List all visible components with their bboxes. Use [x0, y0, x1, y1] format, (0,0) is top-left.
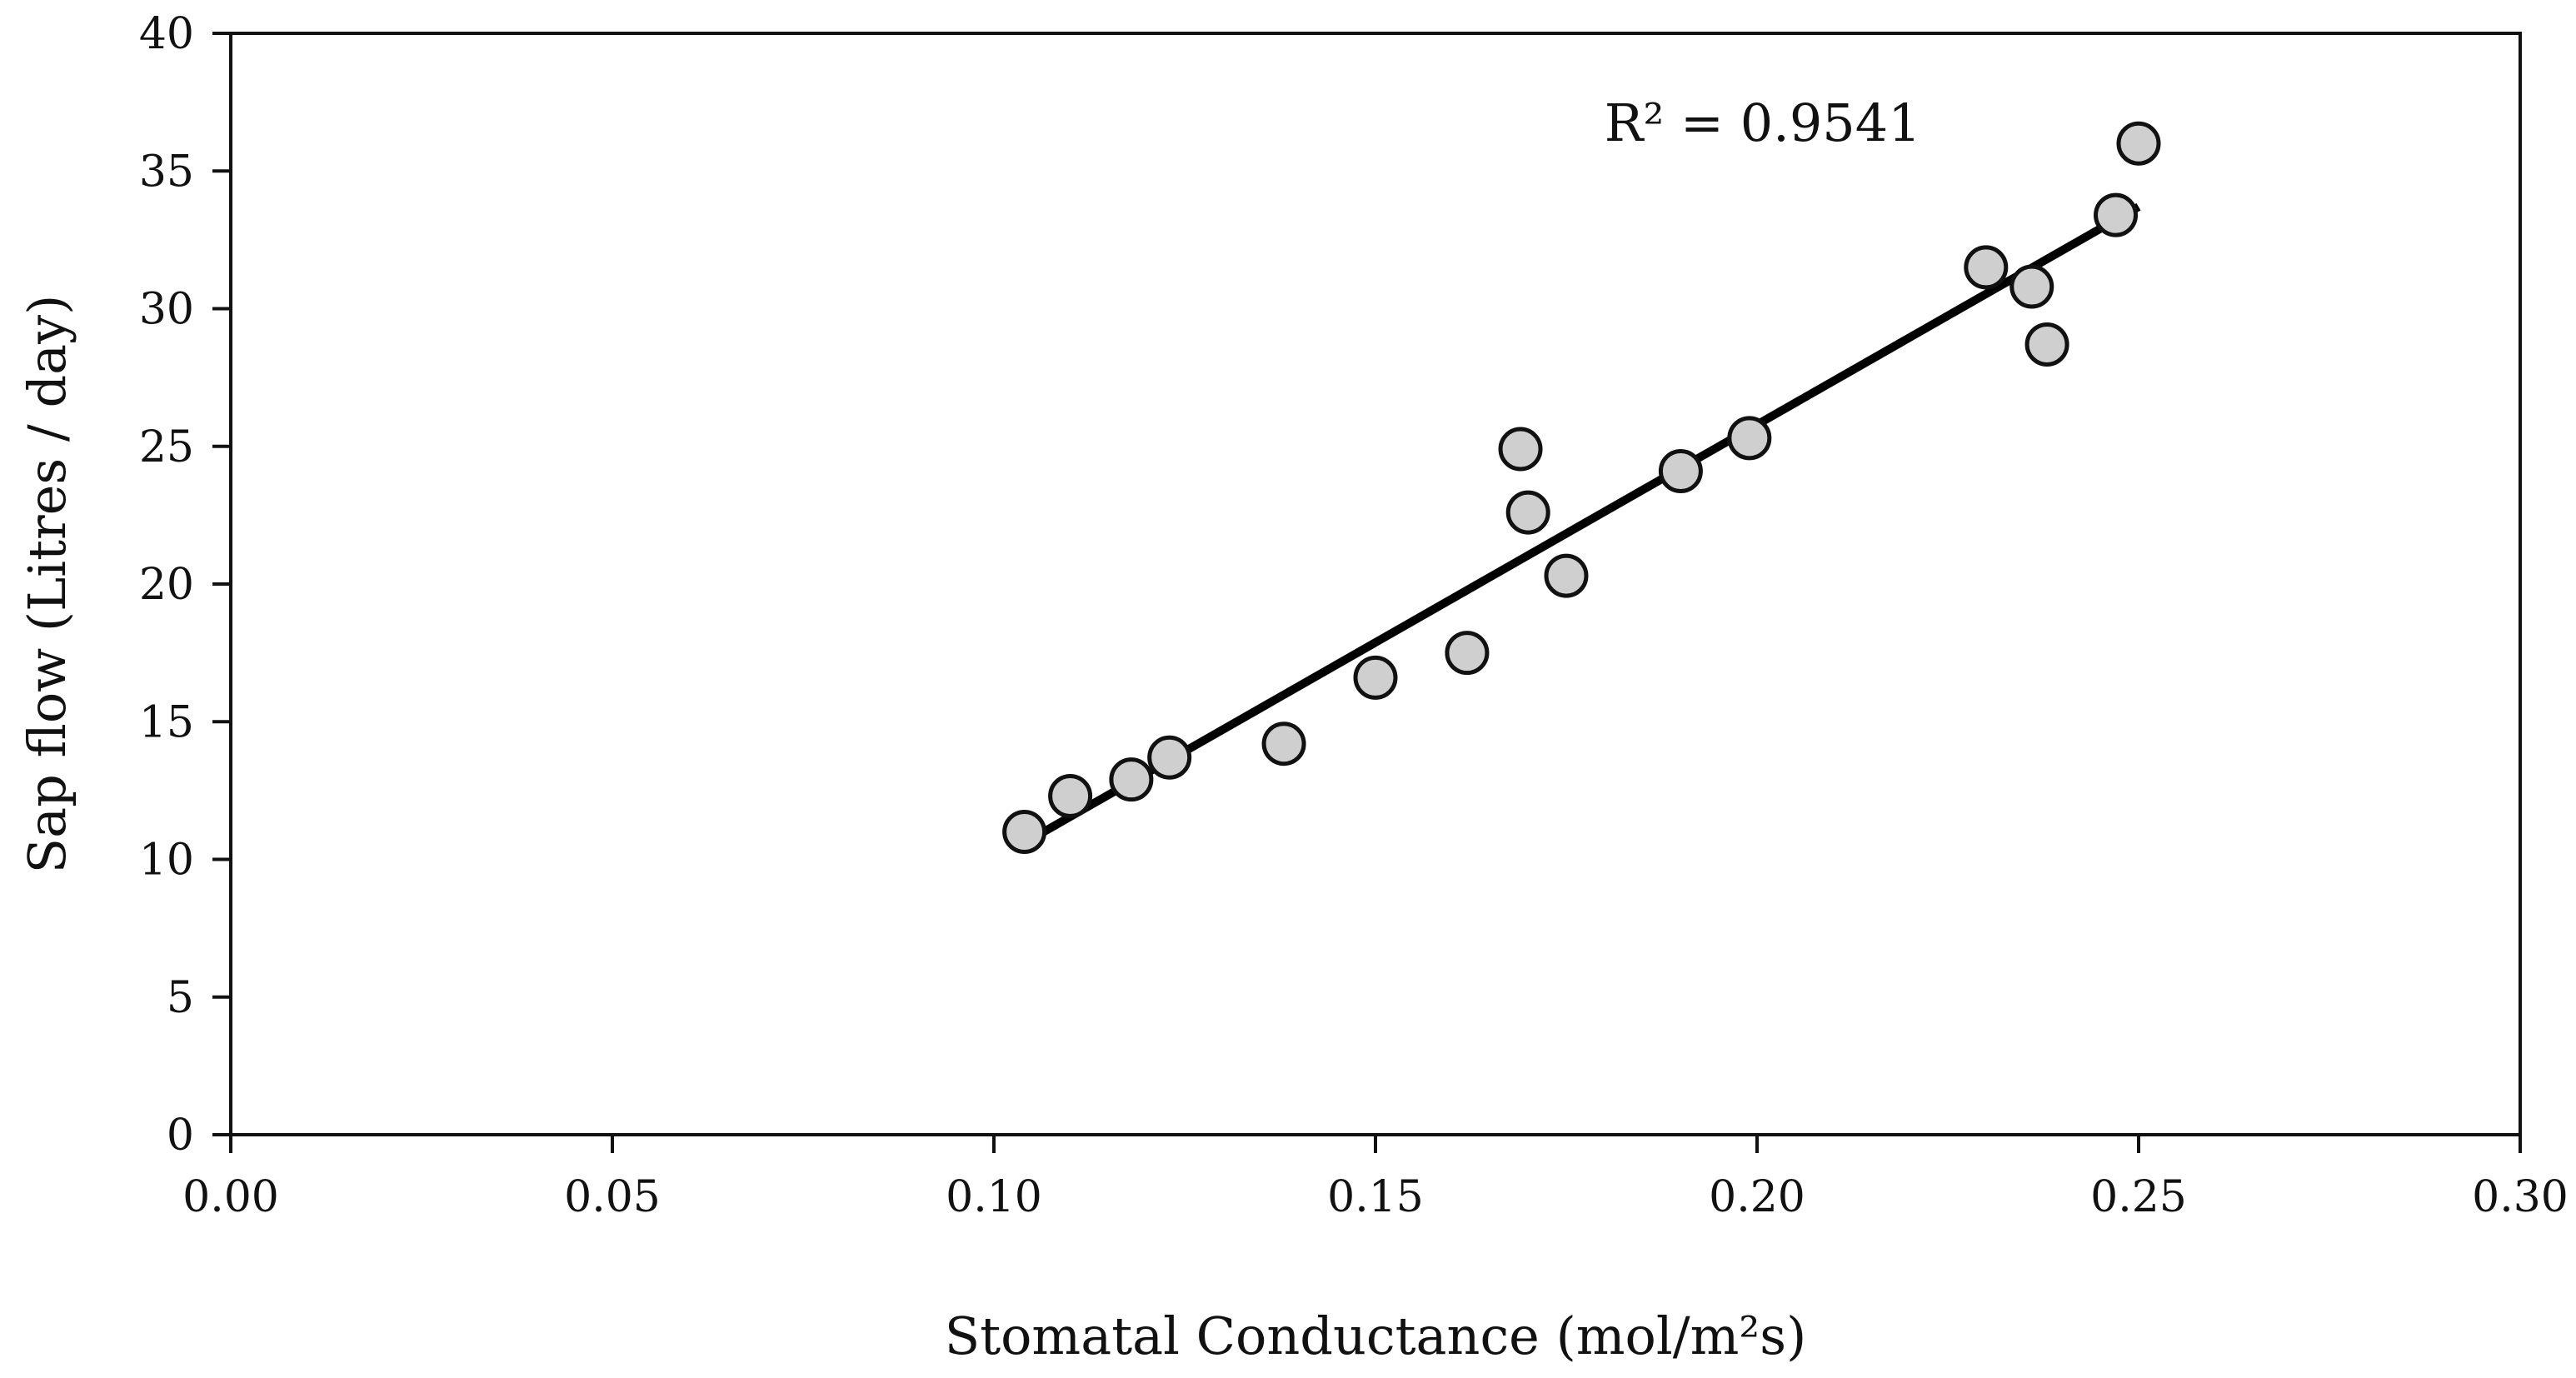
data-point: [1658, 448, 1703, 493]
data-point: [1505, 490, 1550, 535]
r-squared-annotation: R² = 0.9541: [1605, 92, 1921, 153]
data-point: [1498, 427, 1543, 472]
data-point: [1445, 631, 1490, 676]
data-point: [1964, 245, 2009, 290]
y-tick-label: 5: [167, 973, 194, 1023]
x-tick-label: 0.20: [1709, 1172, 1805, 1222]
y-tick-label: 15: [139, 697, 194, 747]
y-tick-label: 0: [167, 1111, 194, 1161]
trendline: [1022, 202, 2141, 847]
y-tick-label: 35: [139, 147, 194, 197]
x-tick-label: 0.05: [564, 1172, 661, 1222]
data-point: [1353, 655, 1398, 700]
y-tick-label: 10: [139, 836, 194, 886]
trendline-layer: [1022, 202, 2141, 847]
data-point: [1261, 721, 1306, 766]
y-tick-label: 30: [139, 285, 194, 335]
y-tick-label: 40: [139, 9, 194, 59]
x-tick-label: 0.15: [1327, 1172, 1424, 1222]
data-point: [1048, 773, 1093, 818]
x-tick-label: 0.00: [182, 1172, 279, 1222]
data-points: [1002, 121, 2161, 854]
data-point: [1147, 735, 1192, 780]
data-point: [1002, 809, 1047, 854]
x-tick-label: 0.30: [2472, 1172, 2569, 1222]
y-tick-label: 20: [139, 560, 194, 610]
data-point: [2116, 121, 2161, 166]
data-point: [1727, 416, 1772, 461]
data-point: [2094, 192, 2139, 237]
data-point: [1109, 757, 1154, 802]
x-axis-title: Stomatal Conductance (mol/m²s): [945, 1306, 1807, 1366]
data-point: [2009, 264, 2054, 309]
data-point: [2024, 322, 2069, 367]
data-point: [1544, 553, 1589, 598]
y-tick-label: 25: [139, 422, 194, 472]
x-tick-label: 0.25: [2090, 1172, 2187, 1222]
axis-ticks: 0.00 0.05 0.10 0.15 0.20 0.25 0.30 0 5 10 15 20 25 30…: [139, 9, 2569, 1222]
x-tick-label: 0.10: [946, 1172, 1042, 1222]
y-axis-title: Sap flow (Litres / day): [17, 295, 77, 874]
